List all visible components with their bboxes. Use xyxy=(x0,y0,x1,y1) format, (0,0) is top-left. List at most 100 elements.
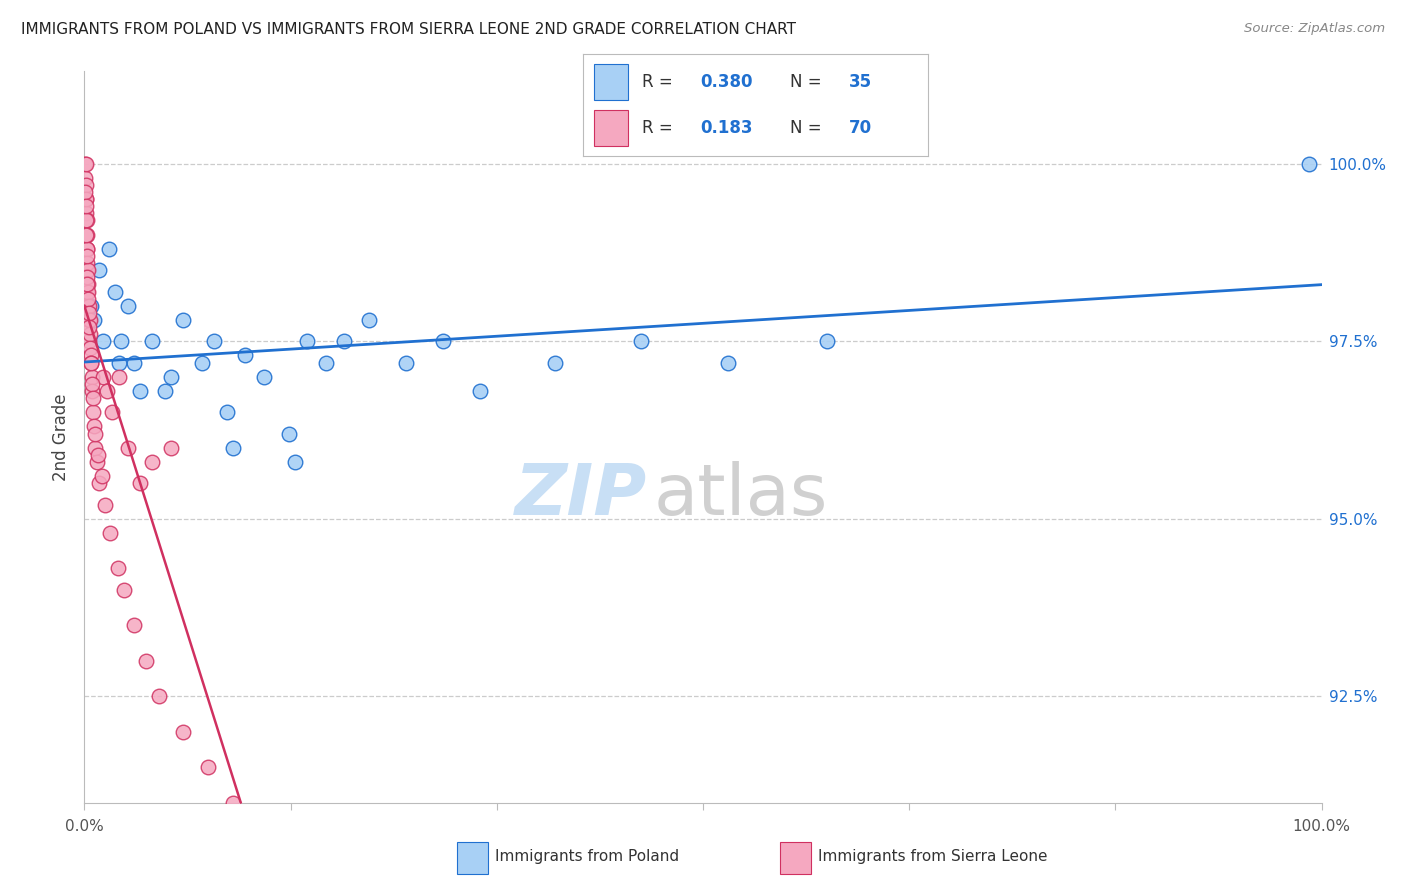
Point xyxy=(79,341,101,355)
Point xyxy=(84,441,107,455)
Point xyxy=(160,369,183,384)
Point xyxy=(197,760,219,774)
Point xyxy=(215,405,238,419)
Text: Immigrants from Sierra Leone: Immigrants from Sierra Leone xyxy=(818,849,1047,863)
Point xyxy=(253,369,276,384)
Point xyxy=(79,334,101,349)
Text: 35: 35 xyxy=(849,73,872,91)
Point xyxy=(89,476,111,491)
Point xyxy=(222,441,245,455)
Point xyxy=(96,384,118,398)
Text: R =: R = xyxy=(643,119,678,136)
Point xyxy=(77,306,100,320)
Point xyxy=(333,334,356,349)
Point xyxy=(82,391,104,405)
Bar xyxy=(780,842,811,874)
Bar xyxy=(593,110,628,145)
Point xyxy=(122,618,145,632)
Point xyxy=(432,334,454,349)
Point xyxy=(107,561,129,575)
Point xyxy=(91,369,114,384)
Point xyxy=(259,831,281,846)
Point xyxy=(395,355,418,369)
Point xyxy=(135,654,157,668)
Point xyxy=(77,292,100,306)
Point xyxy=(75,178,97,192)
Point xyxy=(76,242,98,256)
Point xyxy=(98,242,121,256)
Point xyxy=(630,334,652,349)
Point xyxy=(94,498,117,512)
Point xyxy=(76,263,98,277)
Point xyxy=(122,355,145,369)
Point xyxy=(129,384,152,398)
Point xyxy=(73,156,96,170)
Text: N =: N = xyxy=(790,73,827,91)
Y-axis label: 2nd Grade: 2nd Grade xyxy=(52,393,70,481)
Point xyxy=(83,313,105,327)
Point xyxy=(75,213,97,227)
Point xyxy=(284,455,307,469)
Point xyxy=(79,327,101,342)
Point xyxy=(295,334,318,349)
Point xyxy=(80,355,103,369)
Point xyxy=(108,355,131,369)
Text: IMMIGRANTS FROM POLAND VS IMMIGRANTS FROM SIERRA LEONE 2ND GRADE CORRELATION CHA: IMMIGRANTS FROM POLAND VS IMMIGRANTS FRO… xyxy=(21,22,796,37)
Point xyxy=(75,156,97,170)
Point xyxy=(80,369,103,384)
Point xyxy=(86,455,108,469)
Point xyxy=(1298,156,1320,170)
Point xyxy=(104,285,127,299)
Point xyxy=(76,270,98,285)
Text: R =: R = xyxy=(643,73,678,91)
Point xyxy=(470,384,492,398)
Point xyxy=(160,441,183,455)
Point xyxy=(717,355,740,369)
Point xyxy=(222,796,245,810)
Point xyxy=(77,285,100,299)
Point xyxy=(79,320,101,334)
Bar xyxy=(457,842,488,874)
Point xyxy=(75,206,97,220)
Point xyxy=(79,348,101,362)
Point xyxy=(202,334,225,349)
Point xyxy=(84,426,107,441)
Point xyxy=(77,313,100,327)
Point xyxy=(79,355,101,369)
Point xyxy=(321,867,343,881)
Text: 100.0%: 100.0% xyxy=(1292,820,1351,834)
Point xyxy=(75,170,97,185)
Point xyxy=(75,192,97,206)
Point xyxy=(76,227,98,242)
Text: 0.380: 0.380 xyxy=(700,73,754,91)
Point xyxy=(76,213,98,227)
Point xyxy=(141,334,163,349)
Point xyxy=(141,455,163,469)
Point xyxy=(91,334,114,349)
Point xyxy=(98,525,121,540)
Point xyxy=(100,405,122,419)
Text: N =: N = xyxy=(790,119,827,136)
Point xyxy=(148,690,170,704)
Point xyxy=(82,405,104,419)
Text: 0.0%: 0.0% xyxy=(65,820,104,834)
Point xyxy=(89,263,111,277)
Text: Immigrants from Poland: Immigrants from Poland xyxy=(495,849,679,863)
Point xyxy=(76,242,98,256)
Point xyxy=(277,426,299,441)
Point xyxy=(75,199,97,213)
Point xyxy=(76,249,98,263)
Text: ZIP: ZIP xyxy=(515,461,647,530)
Point xyxy=(75,192,97,206)
Point xyxy=(172,724,194,739)
Text: Source: ZipAtlas.com: Source: ZipAtlas.com xyxy=(1244,22,1385,36)
Point xyxy=(110,334,132,349)
Point xyxy=(75,185,97,199)
Point xyxy=(172,313,194,327)
Point xyxy=(90,469,112,483)
Point xyxy=(153,384,176,398)
Point xyxy=(315,355,337,369)
Point xyxy=(87,448,110,462)
Point xyxy=(117,299,139,313)
Bar xyxy=(593,64,628,100)
